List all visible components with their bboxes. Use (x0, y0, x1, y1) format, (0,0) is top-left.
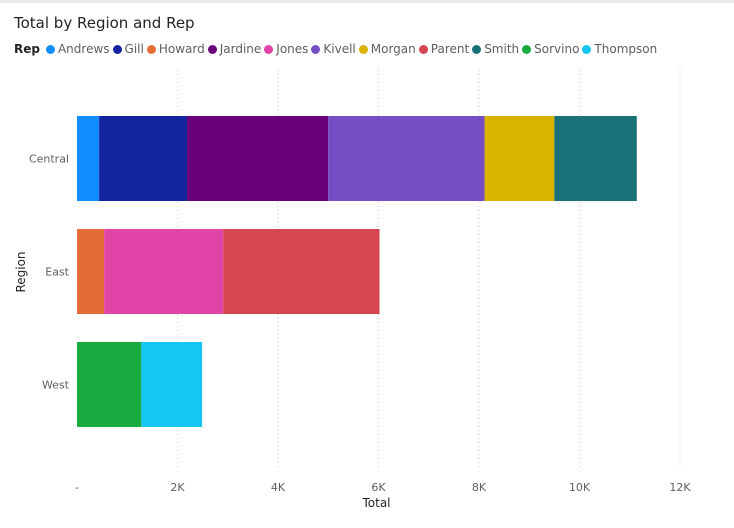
legend-swatch (358, 44, 368, 54)
bar-west-thompson (141, 342, 203, 427)
y-tick-label: Central (29, 153, 69, 166)
legend-swatch (311, 44, 321, 54)
legend-swatch (582, 44, 592, 54)
legend-item-gill[interactable]: Gill (112, 42, 144, 56)
legend-label: Sorvino (534, 42, 580, 56)
bar-central-kivell (328, 116, 485, 201)
bar-east-parent (223, 229, 380, 314)
legend-swatch (264, 44, 274, 54)
y-tick-label: East (45, 266, 69, 279)
legend-label: Howard (158, 42, 205, 56)
legend-label: Gill (124, 42, 144, 56)
x-tick-label: 12K (669, 481, 691, 494)
legend-swatch (207, 44, 217, 54)
legend-swatch (522, 44, 532, 54)
bar-central-smith (554, 116, 637, 201)
legend-label: Kivell (323, 42, 356, 56)
legend-label: Thompson (594, 42, 658, 56)
bar-east-howard (77, 229, 105, 314)
legend-item-jardine[interactable]: Jardine (207, 42, 262, 56)
legend-item-howard[interactable]: Howard (146, 42, 205, 56)
x-axis-title: Total (361, 496, 390, 510)
x-tick-label: - (75, 481, 79, 494)
legend-swatch (418, 44, 428, 54)
x-tick-label: 4K (271, 481, 286, 494)
legend-label: Smith (484, 42, 520, 56)
bar-central-morgan (484, 116, 555, 201)
legend-swatch (112, 44, 122, 54)
x-tick-label: 10K (569, 481, 591, 494)
bar-west-sorvino (77, 342, 142, 427)
legend-item-morgan[interactable]: Morgan (358, 42, 416, 56)
legend-label: Jardine (219, 42, 262, 56)
x-tick-label: 6K (371, 481, 386, 494)
legend-swatch (472, 44, 482, 54)
bar-central-andrews (77, 116, 100, 201)
legend-item-jones[interactable]: Jones (264, 42, 308, 56)
legend-item-parent[interactable]: Parent (418, 42, 470, 56)
legend-label: Morgan (370, 42, 416, 56)
legend-item-sorvino[interactable]: Sorvino (522, 42, 579, 56)
legend: Rep Andrews Gill Howard Jardine Jones Kivell M… (14, 42, 660, 56)
bar-central-gill (99, 116, 188, 201)
x-tick-label: 2K (170, 481, 185, 494)
legend-item-thompson[interactable]: Thompson (582, 42, 657, 56)
x-tick-label: 8K (472, 481, 487, 494)
legend-item-kivell[interactable]: Kivell (311, 42, 356, 56)
legend-swatch (146, 44, 156, 54)
legend-swatch (45, 44, 55, 54)
top-border (0, 0, 734, 3)
bar-east-jones (104, 229, 224, 314)
legend-item-smith[interactable]: Smith (472, 42, 519, 56)
legend-title: Rep (14, 42, 40, 56)
legend-label: Jones (276, 42, 309, 56)
y-axis-title: Region (14, 251, 28, 292)
bar-central-jardine (187, 116, 329, 201)
legend-label: Parent (430, 42, 470, 56)
legend-label: Andrews (57, 42, 110, 56)
chart-title: Total by Region and Rep (14, 14, 195, 32)
legend-item-andrews[interactable]: Andrews (45, 42, 110, 56)
y-tick-label: West (42, 379, 70, 392)
